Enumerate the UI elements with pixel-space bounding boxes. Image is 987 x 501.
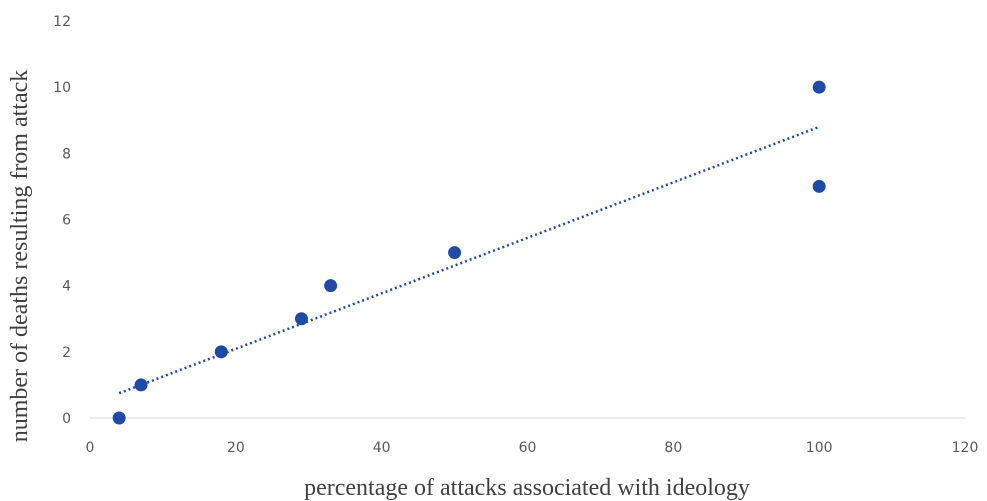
y-tick-label: 10 bbox=[53, 80, 71, 96]
x-tick-label: 40 bbox=[373, 440, 391, 456]
y-tick-label: 0 bbox=[62, 411, 71, 427]
y-axis-title: number of deaths resulting from attack bbox=[7, 70, 33, 443]
data-point bbox=[112, 411, 126, 425]
x-axis-title: percentage of attacks associated with id… bbox=[304, 475, 750, 501]
data-point bbox=[134, 378, 148, 392]
y-tick-label: 6 bbox=[62, 213, 71, 229]
y-tick-label: 8 bbox=[62, 146, 71, 162]
data-point bbox=[812, 179, 826, 193]
data-point bbox=[294, 312, 308, 326]
data-point bbox=[448, 246, 462, 260]
data-points bbox=[112, 80, 826, 425]
y-tick-label: 4 bbox=[62, 279, 71, 295]
y-tick-labels: 0 2 4 6 8 10 12 bbox=[53, 14, 71, 427]
x-tick-label: 120 bbox=[952, 440, 979, 456]
data-point bbox=[324, 279, 338, 293]
x-tick-label: 80 bbox=[664, 440, 682, 456]
data-point bbox=[812, 80, 826, 94]
x-tick-label: 60 bbox=[519, 440, 537, 456]
x-tick-label: 0 bbox=[86, 440, 95, 456]
x-tick-label: 100 bbox=[806, 440, 833, 456]
x-tick-label: 20 bbox=[227, 440, 245, 456]
y-tick-label: 12 bbox=[53, 14, 71, 30]
y-tick-label: 2 bbox=[62, 345, 71, 361]
x-tick-labels: 0 20 40 60 80 100 120 bbox=[86, 440, 979, 456]
data-point bbox=[214, 345, 228, 359]
